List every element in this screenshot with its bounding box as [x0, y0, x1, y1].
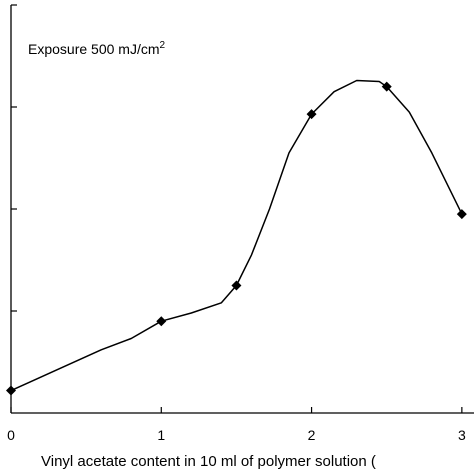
x-axis-title: Vinyl acetate content in 10 ml of polyme… — [41, 453, 376, 470]
x-tick-label-3: 3 — [458, 427, 466, 443]
series-line — [10, 79, 463, 392]
data-point-1 — [156, 316, 167, 327]
chart-marker-layer — [6, 81, 467, 396]
data-point-0 — [6, 385, 16, 396]
chart-curve-layer — [10, 79, 463, 392]
data-point-5 — [456, 209, 467, 220]
x-tick-label-2: 2 — [308, 427, 316, 443]
x-tick-label-0: 0 — [7, 427, 15, 443]
data-point-4 — [381, 81, 392, 92]
chart-axes — [10, 4, 474, 414]
chart-label-layer: 0 1 2 3 — [7, 427, 466, 443]
exposure-annotation: Exposure 500 mJ/cm2 — [28, 40, 166, 57]
data-point-3 — [306, 109, 317, 120]
data-point-2 — [231, 280, 242, 291]
x-tick-label-1: 1 — [157, 427, 165, 443]
